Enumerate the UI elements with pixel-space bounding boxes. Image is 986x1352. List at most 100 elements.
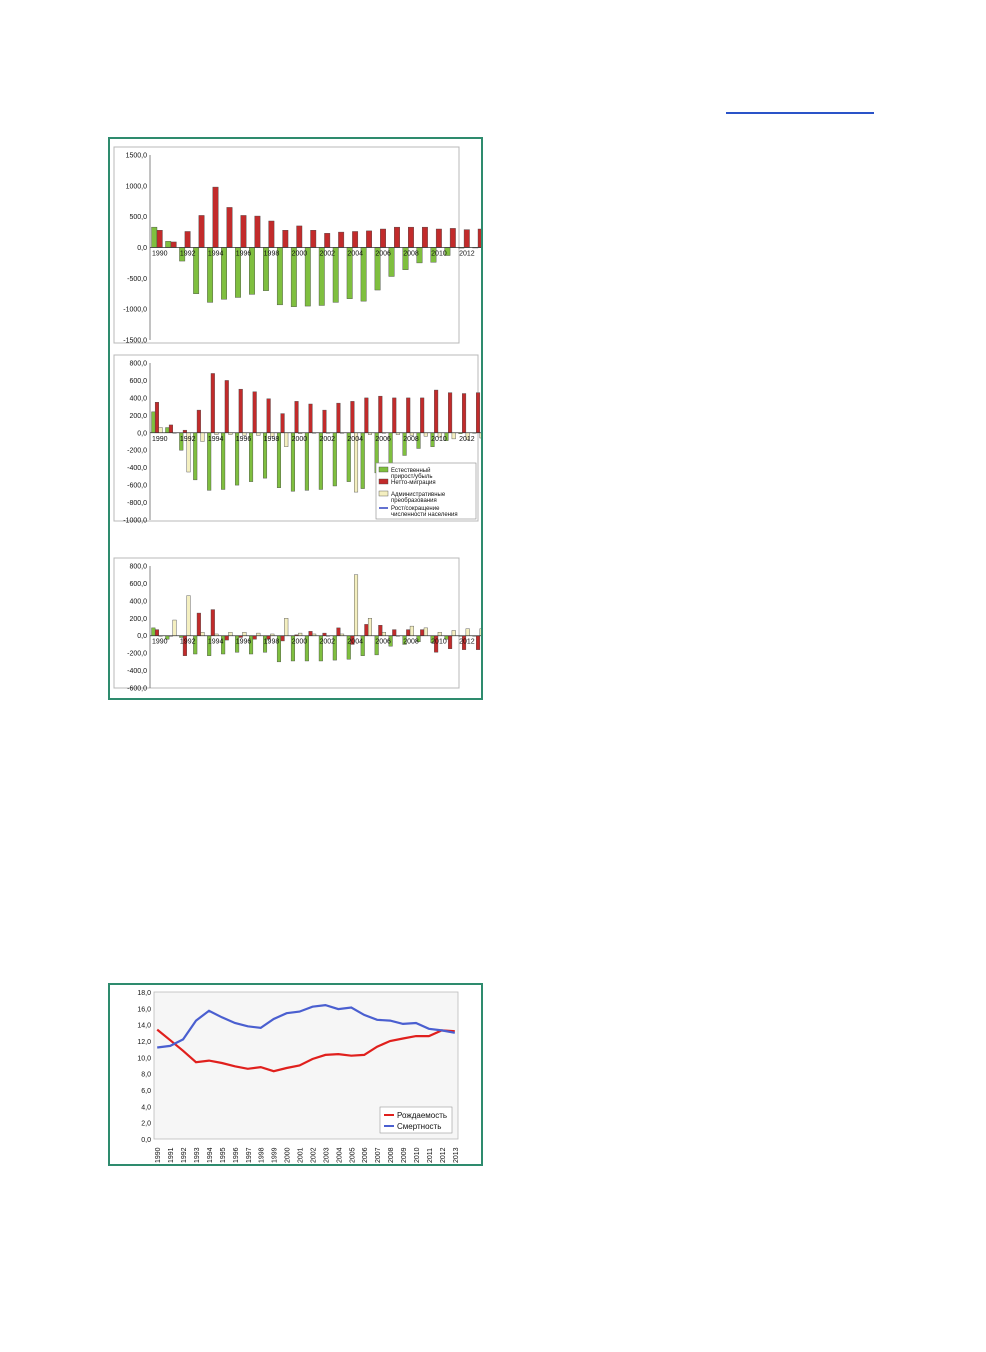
bar-migration	[156, 230, 163, 248]
bar-admin	[367, 618, 372, 636]
x-tick-label: 1992	[181, 1147, 188, 1163]
x-tick-label: 1990	[152, 436, 168, 443]
bar-migration	[378, 625, 383, 636]
bar-migration	[420, 629, 425, 636]
x-tick-label: 1994	[208, 251, 224, 258]
x-tick-label: 1994	[207, 1147, 214, 1163]
y-tick-label: 600,0	[129, 581, 147, 588]
x-tick-label: 2010	[431, 251, 447, 258]
bar-migration	[322, 409, 327, 433]
bar-migration	[336, 402, 341, 433]
y-tick-label: 6,0	[141, 1088, 151, 1095]
bar-migration	[238, 388, 243, 433]
x-tick-label: 2009	[401, 1147, 408, 1163]
legend-label-death: Смертность	[397, 1122, 441, 1131]
x-tick-label: 1998	[264, 436, 280, 443]
bar-natural	[151, 226, 158, 248]
bar-migration	[364, 624, 369, 636]
x-tick-label: 1992	[180, 251, 196, 258]
bar-admin	[479, 432, 481, 439]
line-death	[157, 1003, 455, 1049]
x-tick-label: 1990	[152, 251, 168, 258]
y-tick-label: 4,0	[141, 1104, 151, 1111]
x-tick-label: 1998	[259, 1147, 266, 1163]
bar-admin	[465, 628, 470, 636]
x-tick-label: 2012	[459, 639, 475, 646]
bar-migration	[198, 215, 205, 248]
x-tick-label: 2007	[375, 1147, 382, 1163]
bar-migration	[308, 403, 313, 433]
x-tick-label: 2006	[362, 1147, 369, 1163]
x-tick-label: 1999	[272, 1147, 279, 1163]
top-hyperlink-underline[interactable]	[726, 112, 874, 114]
y-tick-label: -600,0	[127, 483, 147, 490]
bar-admin	[423, 432, 428, 437]
bar-migration	[154, 629, 159, 636]
legend-label: Нетто-миграция	[391, 480, 436, 486]
bar-migration	[196, 612, 201, 636]
bar-admin	[437, 632, 442, 636]
x-tick-label: 1995	[220, 1147, 227, 1163]
bar-migration	[364, 397, 369, 433]
bar-admin	[354, 574, 359, 636]
legend-box	[379, 1106, 453, 1134]
bar-natural	[151, 411, 156, 433]
bar-migration	[280, 635, 285, 642]
bar-admin	[451, 432, 456, 440]
legend-label-line: Рост/сокращение	[391, 506, 440, 512]
bar-migration	[448, 392, 453, 433]
y-tick-label: 500,0	[129, 214, 147, 221]
x-tick-label: 1990	[155, 1147, 162, 1163]
x-tick-label: 2000	[292, 639, 308, 646]
x-tick-label: 2012	[459, 436, 475, 443]
bar-migration	[224, 380, 229, 433]
birth-death-rate-panel: 18,0 16,0 14,0 12,0 10,0 8,0 6,0 4,0 2,0 0,0 1990 1…	[108, 983, 483, 1166]
bar-migration	[380, 228, 386, 248]
y-tick-label: 0,0	[141, 1137, 151, 1144]
y-tick-label: 0,0	[137, 430, 147, 437]
legend-label: Рост/сокращение численности населения	[391, 506, 458, 518]
bar-migration	[324, 233, 331, 248]
bar-migration	[196, 409, 201, 433]
x-tick-label: 2006	[375, 251, 391, 258]
y-tick-label: 10,0	[137, 1055, 151, 1062]
bar-migration	[252, 635, 257, 640]
bar-admin	[186, 595, 191, 636]
x-tick-label: 2008	[403, 251, 419, 258]
x-tick-label: 1996	[236, 251, 252, 258]
y-tick-label: 1000,0	[126, 183, 148, 190]
x-tick-label: 2002	[320, 436, 336, 443]
x-tick-label: 2002	[320, 639, 336, 646]
bar-migration	[378, 395, 383, 433]
legend-label-line: Административные	[391, 492, 446, 498]
bar-migration	[168, 424, 173, 433]
x-tick-label: 1992	[180, 639, 196, 646]
bar-migration	[394, 226, 400, 248]
bar-migration	[350, 401, 355, 433]
bar-migration	[366, 230, 372, 248]
x-tick-label: 2002	[320, 251, 336, 258]
bar-admin	[200, 432, 205, 442]
legend-swatch-natural	[378, 466, 389, 473]
bar-migration	[170, 241, 177, 248]
y-tick-label: 14,0	[137, 1023, 151, 1030]
y-tick-label: 2,0	[141, 1121, 151, 1128]
y-tick-label: 400,0	[129, 395, 147, 402]
bar-admin	[423, 627, 428, 636]
x-tick-label: 1997	[246, 1147, 253, 1163]
chart-with-admin-changes: 800,0 600,0 400,0 200,0 0,0 -200,0 -400,0 -600,…	[113, 354, 481, 525]
bar-migration	[352, 231, 359, 248]
x-tick-label: 1994	[208, 639, 224, 646]
bar-admin	[200, 632, 205, 636]
bar-migration	[154, 402, 159, 433]
bar-natural	[165, 427, 170, 433]
x-tick-label: 2004	[336, 1147, 343, 1163]
y-tick-label: -800,0	[127, 500, 147, 507]
chart-admin-and-migration: 800,0 600,0 400,0 200,0 0,0 -200,0 -400,0 -600,…	[113, 557, 481, 693]
legend-swatch-admin	[378, 490, 389, 497]
legend-box	[375, 462, 477, 520]
bar-admin	[284, 432, 289, 447]
legend-label-line: численности населения	[391, 512, 458, 518]
y-tick-label: 600,0	[129, 378, 147, 385]
y-tick-label: -500,0	[127, 276, 147, 283]
